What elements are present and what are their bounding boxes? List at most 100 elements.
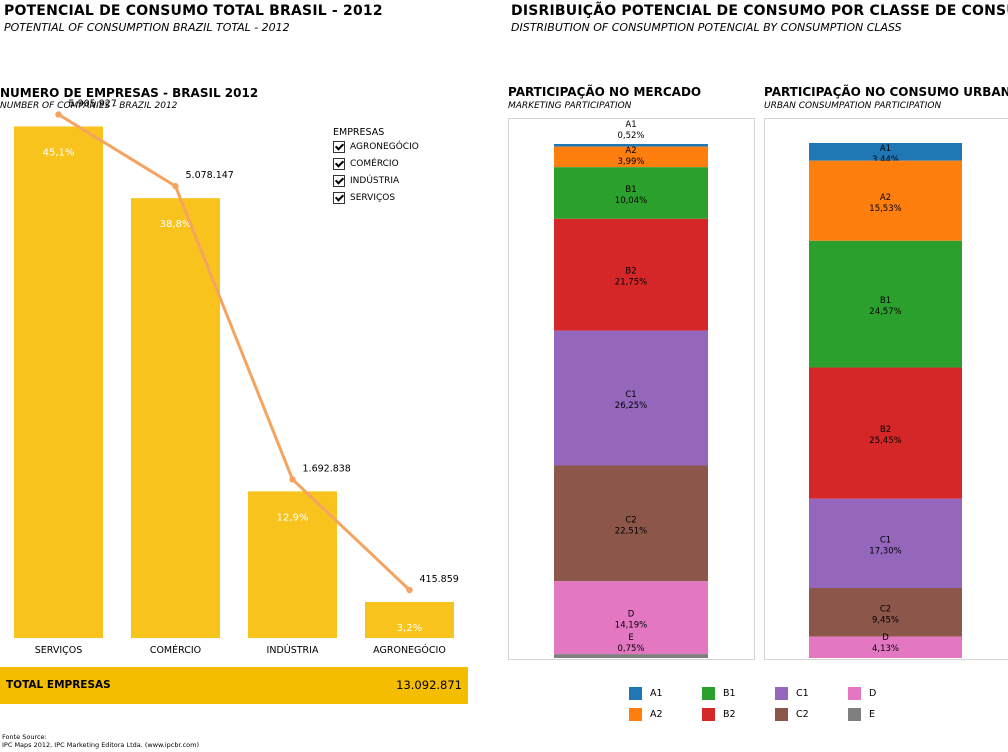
legend-label: A1 (650, 688, 663, 699)
companies-chart-title: NUMERO DE EMPRESAS - BRASIL 2012 (0, 86, 259, 100)
distribution-subtitle: DISTRIBUTION OF CONSUMPTION POTENCIAL BY… (511, 21, 902, 34)
class-legend-item-c1[interactable]: C1 (775, 687, 809, 700)
checkbox-checked-icon[interactable] (333, 191, 345, 204)
segment-value-label: 25,45% (869, 436, 901, 446)
legend-label: C1 (796, 688, 809, 699)
segment-value-label: 26,25% (615, 401, 647, 411)
class-legend-item-e[interactable]: E (848, 708, 875, 721)
distribution-title: DISRIBUIÇÃO POTENCIAL DE CONSUMO POR CLA… (511, 3, 1008, 19)
segment-value-label: 22,51% (615, 526, 647, 536)
class-legend-item-d[interactable]: D (848, 687, 876, 700)
legend-swatch (775, 687, 788, 700)
class-legend-item-a2[interactable]: A2 (629, 708, 663, 721)
category-label: INDÚSTRIA (267, 644, 319, 656)
bar-percent-label: 12,9% (277, 512, 309, 523)
segment-c2[interactable] (809, 587, 962, 637)
trend-point[interactable] (55, 111, 62, 118)
checkbox-checked-icon[interactable] (333, 140, 345, 153)
bar-1[interactable] (131, 198, 220, 638)
checkbox-checked-icon[interactable] (333, 157, 345, 170)
total-companies-bar: TOTAL EMPRESAS 13.092.871 (0, 667, 468, 704)
segment-class-label: B1 (880, 296, 891, 306)
bar-0[interactable] (14, 126, 103, 638)
legend-swatch (702, 687, 715, 700)
legend-title: EMPRESAS (333, 127, 385, 138)
legend-swatch (629, 687, 642, 700)
category-label: AGRONEGÓCIO (373, 644, 446, 656)
bar-3[interactable] (365, 601, 454, 638)
trend-point[interactable] (172, 182, 179, 190)
segment-class-label: C1 (625, 390, 636, 400)
legend-label: D (869, 688, 877, 699)
segment-class-label: C2 (880, 604, 891, 614)
segment-value-label: 4,13% (872, 644, 899, 654)
value-label: 5.078.147 (186, 170, 234, 181)
legend-item-comercio[interactable]: COMÉRCIO (333, 155, 443, 172)
total-value: 13.092.871 (396, 678, 462, 692)
checkbox-checked-icon[interactable] (333, 174, 345, 187)
legend-label: B1 (723, 688, 736, 699)
source-label: Fonte Source: (2, 733, 47, 741)
legend-swatch (702, 708, 715, 721)
legend-label: B2 (723, 709, 736, 720)
segment-class-label: D (882, 633, 889, 643)
market-panel-frame (508, 118, 755, 660)
segment-class-label: A2 (880, 193, 891, 203)
segment-a1[interactable] (809, 143, 962, 161)
companies-chart-subtitle: NUMBER OF COMPANIES - BRAZIL 2012 (0, 101, 178, 111)
class-legend-item-b1[interactable]: B1 (702, 687, 736, 700)
value-label: 5.905.927 (69, 98, 117, 109)
value-label: 1.692.838 (303, 463, 351, 474)
segment-class-label: C1 (880, 535, 891, 545)
segment-class-label: C2 (625, 515, 636, 525)
segment-value-label: 24,57% (869, 307, 901, 317)
class-legend-item-a1[interactable]: A1 (629, 687, 663, 700)
total-label: TOTAL EMPRESAS (6, 679, 111, 691)
legend-item-servicos[interactable]: SERVIÇOS (333, 189, 443, 206)
segment-class-label: B1 (625, 185, 636, 195)
segment-a2[interactable] (809, 160, 962, 241)
bar-2[interactable] (248, 491, 337, 638)
market-panel-title: PARTICIPAÇÃO NO MERCADO (508, 85, 702, 99)
segment-d[interactable] (554, 581, 708, 655)
segment-d[interactable] (809, 636, 962, 658)
segment-value-label: 3,99% (617, 157, 644, 167)
segment-class-label: E (628, 633, 633, 643)
segment-value-label: 9,45% (872, 615, 899, 625)
bar-percent-label: 45,1% (43, 147, 75, 158)
segment-c1[interactable] (554, 330, 708, 466)
segment-value-label: 3,44% (872, 155, 899, 165)
urban-panel-subtitle: URBAN CONSUMPATION PARTICIPATION (764, 101, 942, 111)
segment-e[interactable] (554, 654, 708, 658)
segment-value-label: 15,53% (869, 204, 901, 214)
segment-b1[interactable] (554, 167, 708, 219)
segment-a2[interactable] (554, 146, 708, 168)
segment-b1[interactable] (809, 240, 962, 368)
class-legend-item-c2[interactable]: C2 (775, 708, 809, 721)
urban-panel-frame (764, 118, 1008, 660)
segment-value-label: 17,30% (869, 546, 901, 556)
segment-c2[interactable] (554, 465, 708, 582)
legend-swatch (848, 708, 861, 721)
trend-point[interactable] (289, 476, 296, 483)
segment-a1[interactable] (554, 144, 708, 147)
segment-class-label: A1 (625, 120, 636, 130)
trend-point[interactable] (406, 586, 413, 594)
segment-value-label: 0,52% (617, 131, 644, 141)
segment-value-label: 0,75% (617, 644, 644, 654)
segment-c1[interactable] (809, 498, 962, 588)
page-subtitle: POTENTIAL OF CONSUMPTION BRAZIL TOTAL - … (4, 21, 290, 34)
bar-percent-label: 3,2% (397, 623, 422, 634)
legend-item-agronegocio[interactable]: AGRONEGÓCIO (333, 138, 443, 155)
category-label: COMÉRCIO (150, 644, 201, 656)
companies-legend: EMPRESAS AGRONEGÓCIO COMÉRCIO INDÚSTRIA … (333, 127, 443, 206)
legend-swatch (629, 708, 642, 721)
bar-percent-label: 38,8% (160, 219, 192, 230)
class-legend-item-b2[interactable]: B2 (702, 708, 736, 721)
source-text: IPC Maps 2012, IPC Marketing Editora Ltd… (2, 741, 200, 749)
page-title: POTENCIAL DE CONSUMO TOTAL BRASIL - 2012 (4, 3, 383, 19)
segment-b2[interactable] (554, 218, 708, 331)
segment-b2[interactable] (809, 367, 962, 499)
legend-item-industria[interactable]: INDÚSTRIA (333, 172, 443, 189)
